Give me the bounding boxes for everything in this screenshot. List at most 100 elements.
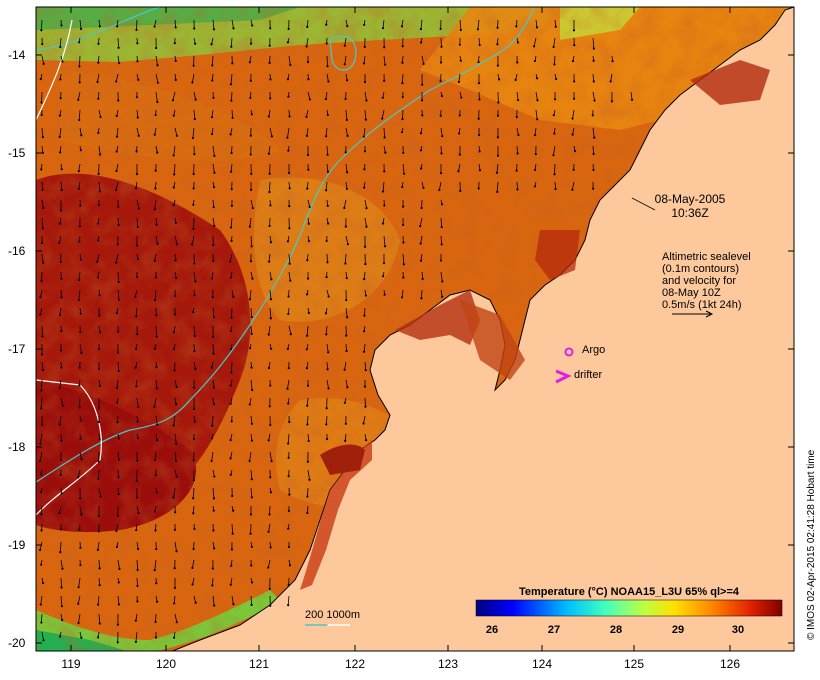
velocity-arrow-head: [250, 245, 253, 248]
velocity-arrow-head: [116, 623, 119, 626]
velocity-arrow-head: [400, 296, 404, 299]
velocity-arrow: [41, 379, 43, 391]
velocity-arrow: [41, 361, 44, 371]
velocity-arrow-head: [154, 113, 157, 117]
velocity-arrow-head: [210, 366, 213, 369]
velocity-arrow-head: [77, 476, 80, 479]
velocity-arrow: [345, 307, 348, 318]
velocity-arrow-head: [400, 25, 404, 28]
velocity-arrow: [212, 163, 215, 173]
velocity-arrow: [155, 415, 158, 425]
velocity-arrow-head: [80, 513, 83, 516]
velocity-arrow-head: [153, 133, 156, 136]
velocity-arrow-head: [153, 298, 157, 301]
velocity-arrow-head: [41, 42, 44, 46]
velocity-arrow-head: [135, 496, 139, 499]
velocity-arrow-head: [39, 77, 42, 81]
velocity-arrow-head: [211, 335, 215, 338]
velocity-arrow-head: [250, 113, 253, 116]
velocity-arrow: [306, 181, 309, 189]
velocity-arrow-head: [438, 188, 441, 192]
velocity-arrow-head: [79, 258, 83, 261]
velocity-arrow-head: [230, 170, 233, 173]
velocity-arrow-head: [117, 330, 120, 333]
velocity-arrow: [193, 91, 197, 100]
velocity-arrow-head: [496, 26, 499, 29]
velocity-arrow-head: [134, 187, 138, 190]
velocity-arrow: [345, 127, 348, 136]
velocity-arrow: [78, 577, 81, 588]
velocity-arrow-head: [571, 60, 575, 63]
velocity-arrow-head: [383, 136, 386, 139]
velocity-arrow-head: [192, 64, 195, 67]
velocity-arrow-head: [422, 62, 425, 66]
velocity-arrow-head: [212, 316, 216, 319]
velocity-arrow-head: [345, 79, 349, 82]
velocity-arrow-head: [231, 532, 234, 535]
velocity-arrow-head: [307, 311, 310, 314]
velocity-arrow-head: [193, 420, 196, 423]
velocity-arrow: [211, 451, 214, 462]
velocity-arrow-head: [287, 456, 290, 459]
velocity-arrow-head: [40, 513, 43, 516]
velocity-arrow-head: [60, 188, 63, 192]
velocity-arrow-head: [229, 402, 232, 405]
velocity-arrow: [516, 127, 519, 136]
velocity-arrow-head: [156, 151, 159, 154]
velocity-arrow-head: [478, 43, 481, 47]
velocity-arrow: [40, 613, 43, 623]
velocity-arrow-head: [60, 24, 63, 27]
velocity-arrow: [535, 19, 538, 28]
velocity-arrow-head: [79, 546, 82, 549]
velocity-arrow: [193, 361, 196, 370]
x-tick-label: 121: [248, 657, 270, 671]
velocity-arrow: [383, 127, 385, 138]
velocity-arrow-head: [250, 366, 253, 369]
velocity-arrow: [136, 127, 140, 136]
velocity-arrow-head: [251, 277, 254, 280]
velocity-arrow-head: [572, 29, 576, 32]
velocity-arrow-head: [212, 259, 215, 262]
velocity-arrow-head: [77, 602, 80, 605]
velocity-arrow-head: [270, 278, 273, 281]
velocity-arrow-head: [118, 62, 121, 65]
velocity-arrow: [173, 145, 176, 156]
velocity-arrow: [117, 361, 120, 372]
velocity-arrow: [592, 145, 594, 154]
velocity-arrow: [345, 181, 348, 189]
velocity-arrow-head: [40, 621, 43, 624]
velocity-arrow-head: [251, 581, 254, 584]
velocity-arrow-head: [97, 172, 100, 176]
velocity-arrow: [383, 145, 386, 153]
velocity-arrow-head: [363, 245, 367, 248]
velocity-arrow-head: [229, 276, 233, 279]
velocity-arrow: [173, 595, 176, 604]
velocity-arrow-head: [268, 587, 271, 590]
velocity-arrow: [78, 613, 81, 624]
velocity-arrow: [440, 271, 443, 282]
velocity-arrow: [364, 91, 367, 101]
velocity-arrow: [326, 379, 329, 389]
velocity-arrow-head: [98, 438, 101, 441]
velocity-arrow: [306, 127, 309, 136]
velocity-arrow: [440, 127, 443, 137]
velocity-arrow-head: [193, 294, 196, 297]
velocity-arrow-head: [383, 79, 386, 82]
velocity-arrow-head: [39, 296, 42, 299]
velocity-arrow-head: [441, 135, 444, 138]
velocity-arrow: [267, 559, 271, 568]
velocity-arrow: [231, 109, 234, 118]
velocity-arrow-head: [78, 41, 81, 44]
velocity-arrow: [288, 253, 291, 264]
velocity-arrow-head: [440, 226, 443, 229]
velocity-arrow-head: [401, 95, 404, 99]
velocity-arrow-head: [137, 78, 140, 81]
velocity-arrow-head: [174, 259, 177, 262]
velocity-arrow-head: [97, 460, 100, 463]
velocity-arrow-head: [306, 460, 309, 463]
velocity-arrow: [364, 307, 366, 316]
velocity-arrow-head: [324, 312, 328, 315]
velocity-arrow-head: [136, 333, 139, 336]
velocity-arrow: [287, 127, 290, 138]
velocity-arrow-head: [39, 313, 42, 316]
